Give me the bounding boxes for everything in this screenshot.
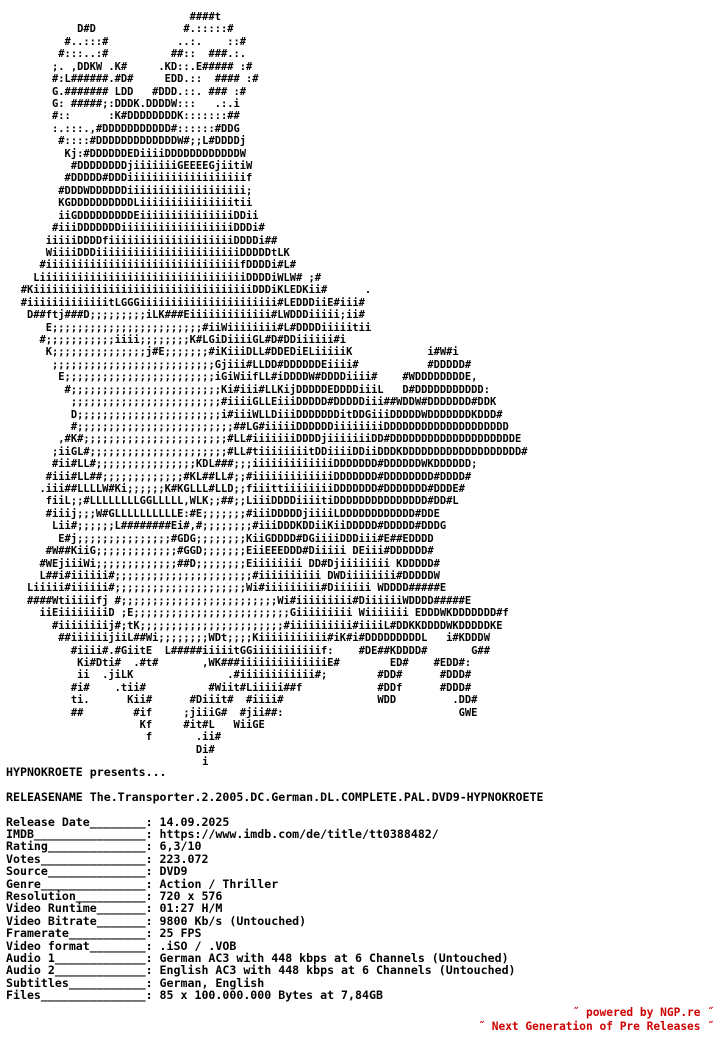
release-details-table: Release Date________: 14.09.2025 IMDB___…	[6, 814, 516, 1003]
footer-line-powered-by: ˝ powered by NGP.re ˝	[572, 1006, 714, 1019]
spacer-2	[6, 803, 543, 815]
footer-credits: ˝ powered by NGP.re ˝ ˝ Next Generation …	[478, 1006, 714, 1033]
ascii-art-logo: ####t D#D #.:::::# #..:::# ..:. ::# #:::…	[20, 11, 528, 769]
nfo-document: ####t D#D #.:::::# #..:::# ..:. ::# #:::…	[6, 11, 714, 1033]
release-info-block: HYPNOKROETE presents... RELEASENAME The.…	[6, 766, 543, 1002]
footer-line-tagline: ˝ Next Generation of Pre Releases ˝	[478, 1019, 714, 1033]
release-name-line: RELEASENAME The.Transporter.2.2005.DC.Ge…	[6, 789, 544, 804]
spacer-1	[6, 778, 543, 790]
group-presents-line: HYPNOKROETE presents...	[6, 765, 167, 779]
